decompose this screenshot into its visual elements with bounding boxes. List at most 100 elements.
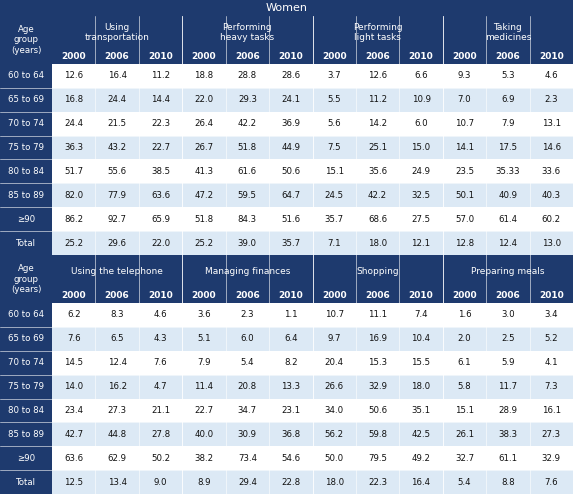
Text: 27.5: 27.5 [411,215,430,224]
Bar [529,470,573,494]
Bar [486,351,529,374]
Text: 12.6: 12.6 [368,72,387,81]
Text: 2.3: 2.3 [544,95,558,104]
Text: 60.2: 60.2 [541,215,561,224]
Text: 5.2: 5.2 [544,334,558,343]
Bar [52,64,96,88]
Text: 82.0: 82.0 [64,191,83,200]
Text: Using
transportation: Using transportation [85,23,150,42]
Bar [443,351,486,374]
Text: 12.1: 12.1 [411,239,430,247]
Bar [0,399,52,422]
Bar [443,399,486,422]
Text: 40.0: 40.0 [194,430,214,439]
Bar [529,49,573,64]
Bar [399,303,443,327]
Bar [139,88,182,112]
Text: 24.4: 24.4 [108,95,127,104]
Bar [356,288,399,303]
Text: 25.2: 25.2 [64,239,83,247]
Bar [399,327,443,351]
Bar [356,422,399,446]
Bar [529,327,573,351]
Bar [226,446,269,470]
Text: 5.1: 5.1 [197,334,211,343]
Bar [312,49,356,64]
Bar [312,231,356,255]
Bar [139,446,182,470]
Bar [529,183,573,207]
Text: 5.3: 5.3 [501,72,515,81]
Text: 6.5: 6.5 [111,334,124,343]
Text: 21.5: 21.5 [108,119,127,128]
Bar [312,422,356,446]
Text: 63.6: 63.6 [151,191,170,200]
Bar [226,112,269,136]
Text: 9.7: 9.7 [327,334,341,343]
Bar [312,374,356,399]
Text: 18.8: 18.8 [194,72,214,81]
Text: 61.1: 61.1 [499,453,517,463]
Bar [399,88,443,112]
Text: 16.2: 16.2 [108,382,127,391]
Bar [96,160,139,183]
Text: 75 to 79: 75 to 79 [8,143,44,152]
Bar [312,16,443,49]
Text: 15.1: 15.1 [455,406,474,415]
Bar [269,112,312,136]
Text: 16.4: 16.4 [108,72,127,81]
Bar [269,422,312,446]
Bar [96,64,139,88]
Bar [226,470,269,494]
Bar [269,207,312,231]
Bar [443,327,486,351]
Bar [443,112,486,136]
Bar [486,88,529,112]
Text: 24.9: 24.9 [411,167,430,176]
Bar [0,160,52,183]
Bar [52,160,96,183]
Bar [529,399,573,422]
Bar [52,288,96,303]
Bar [52,374,96,399]
Bar [529,88,573,112]
Text: 15.1: 15.1 [325,167,344,176]
Text: 11.4: 11.4 [194,382,214,391]
Text: 12.8: 12.8 [455,239,474,247]
Bar [486,327,529,351]
Text: 38.2: 38.2 [194,453,214,463]
Bar [182,136,226,160]
Text: 26.7: 26.7 [194,143,214,152]
Bar [399,64,443,88]
Text: Performing
light tasks: Performing light tasks [353,23,402,42]
Text: 13.0: 13.0 [541,239,561,247]
Bar [269,303,312,327]
Bar [182,255,312,288]
Text: 50.2: 50.2 [151,453,170,463]
Text: 92.7: 92.7 [108,215,127,224]
Text: 7.0: 7.0 [458,95,471,104]
Text: 25.2: 25.2 [194,239,214,247]
Text: Age
group
(years): Age group (years) [11,264,41,294]
Text: 11.2: 11.2 [368,95,387,104]
Text: 17.5: 17.5 [499,143,517,152]
Bar [399,183,443,207]
Bar [182,183,226,207]
Bar [139,136,182,160]
Bar [0,64,52,88]
Text: 25.1: 25.1 [368,143,387,152]
Text: 60 to 64: 60 to 64 [8,310,44,320]
Text: 86.2: 86.2 [64,215,83,224]
Text: 1.1: 1.1 [284,310,297,320]
Text: 1.6: 1.6 [458,310,471,320]
Text: ≥90: ≥90 [17,453,35,463]
Text: 7.6: 7.6 [154,358,167,367]
Bar [226,327,269,351]
Text: Preparing meals: Preparing meals [471,267,544,276]
Text: 65 to 69: 65 to 69 [8,334,44,343]
Text: ≥90: ≥90 [17,215,35,224]
Bar [529,160,573,183]
Text: 85 to 89: 85 to 89 [8,191,44,200]
Text: 27.3: 27.3 [541,430,561,439]
Bar [356,446,399,470]
